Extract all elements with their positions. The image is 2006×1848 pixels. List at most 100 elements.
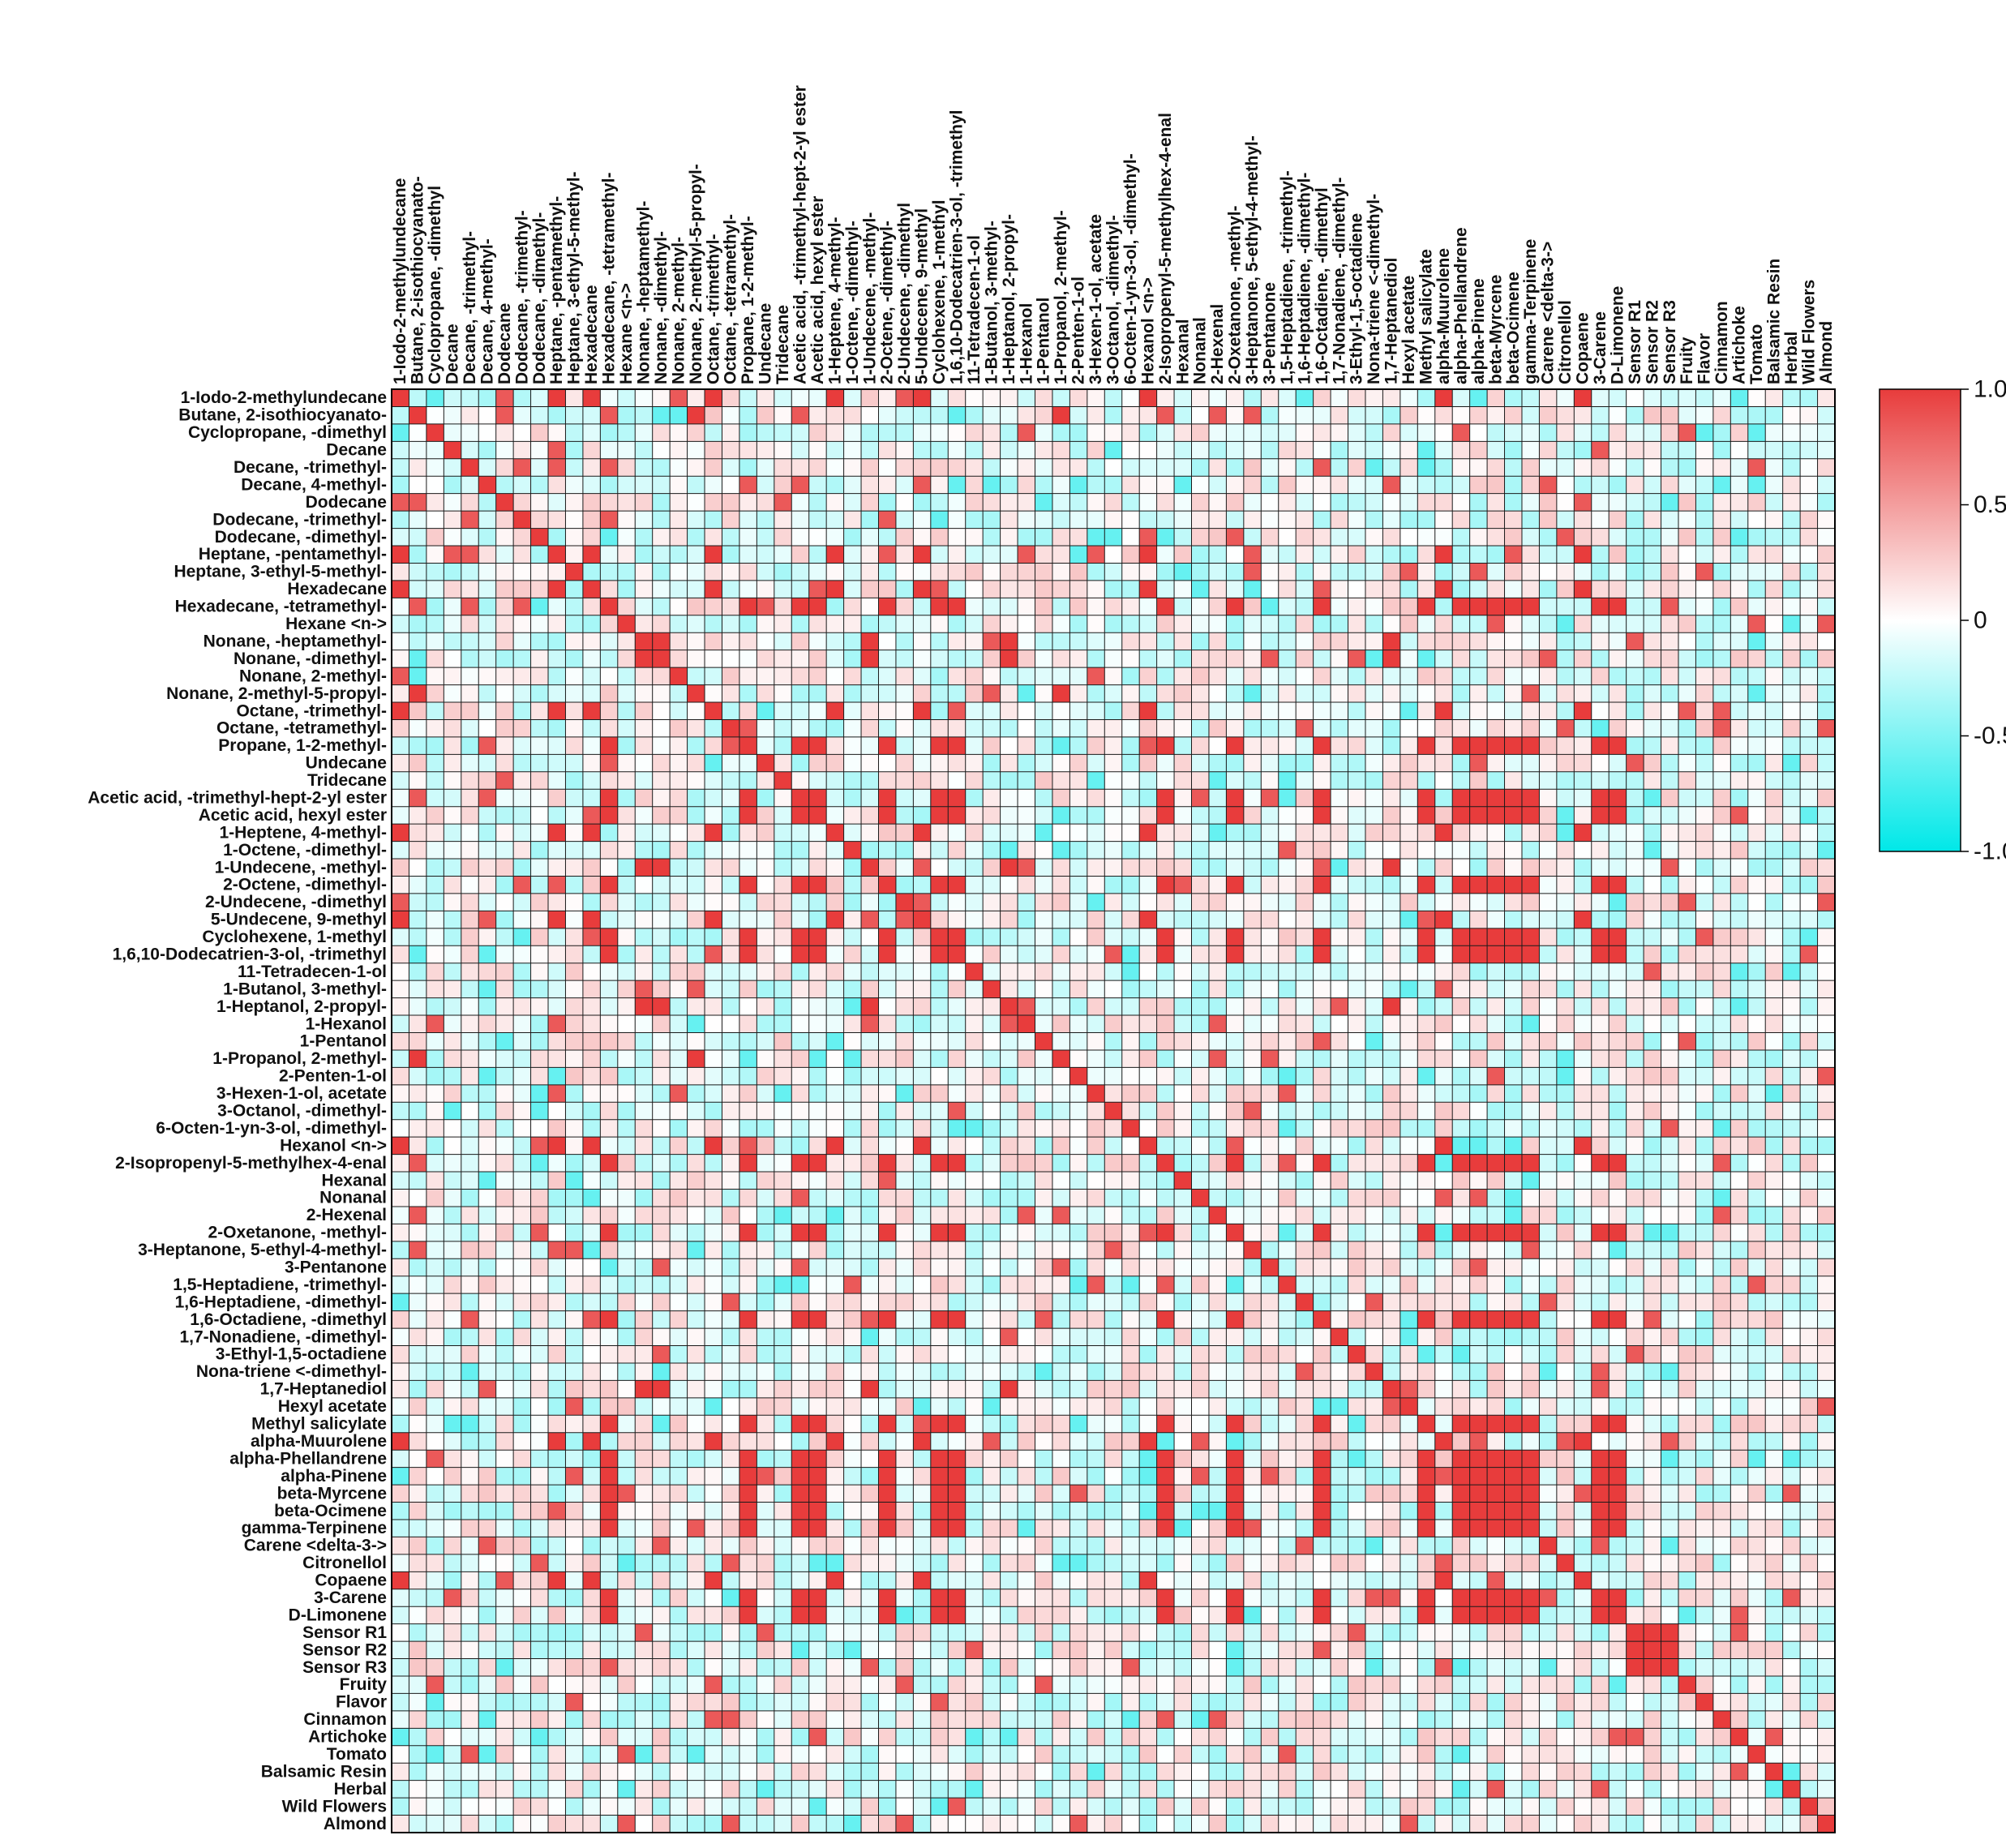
heatmap-cell [1487, 1015, 1505, 1033]
heatmap-cell [461, 1015, 479, 1033]
heatmap-cell [1487, 1119, 1505, 1138]
heatmap-cell [1817, 911, 1836, 929]
heatmap-cell [722, 1032, 740, 1051]
heatmap-cell [722, 493, 740, 512]
heatmap-cell [1574, 1189, 1592, 1207]
heatmap-cell [565, 719, 584, 738]
heatmap-cell [965, 789, 984, 807]
heatmap-cell [392, 806, 409, 825]
heatmap-cell [739, 684, 757, 703]
heatmap-cell [1087, 980, 1105, 998]
heatmap-cell [861, 1276, 879, 1294]
heatmap-cell [600, 1362, 619, 1381]
heatmap-cell [739, 632, 757, 650]
heatmap-cell [1765, 1015, 1783, 1033]
heatmap-cell [565, 632, 584, 650]
heatmap-cell [1191, 1154, 1210, 1173]
heatmap-cell [1765, 806, 1783, 825]
heatmap-cell [530, 1415, 549, 1434]
heatmap-cell [1591, 1293, 1610, 1311]
heatmap-cell [635, 615, 653, 633]
heatmap-cell [1104, 1258, 1123, 1277]
heatmap-cell [1313, 1154, 1331, 1173]
heatmap-cell [513, 1276, 531, 1294]
heatmap-cell [1504, 963, 1523, 981]
heatmap-cell [843, 789, 862, 807]
heatmap-cell [617, 511, 636, 529]
heatmap-cell [1747, 1328, 1766, 1346]
heatmap-cell [1591, 1067, 1610, 1086]
heatmap-cell [1644, 528, 1661, 547]
heatmap-cell [1521, 1397, 1540, 1416]
heatmap-cell [1800, 754, 1818, 773]
heatmap-cell [948, 406, 967, 425]
heatmap-cell [478, 876, 496, 894]
heatmap-cell [1678, 1032, 1696, 1051]
heatmap-cell [1000, 841, 1018, 860]
heatmap-cell [635, 580, 653, 598]
heatmap-cell [1539, 1102, 1558, 1121]
heatmap-cell [565, 458, 584, 477]
heatmap-cell [1417, 806, 1436, 825]
heatmap-cell [1348, 754, 1366, 773]
heatmap-cell [1139, 1067, 1157, 1086]
heatmap-cell [1348, 1189, 1366, 1207]
heatmap-cell [705, 563, 722, 581]
heatmap-cell [878, 893, 897, 911]
heatmap-cell [1087, 476, 1105, 494]
heatmap-cell [843, 911, 862, 929]
heatmap-cell [1678, 650, 1696, 668]
heatmap-cell [1087, 493, 1105, 512]
heatmap-cell [791, 1397, 809, 1416]
heatmap-cell [565, 493, 584, 512]
heatmap-cell [548, 997, 566, 1016]
heatmap-cell [1348, 806, 1366, 825]
heatmap-cell [495, 1310, 514, 1329]
heatmap-cell [687, 1172, 705, 1190]
heatmap-cell [635, 1119, 653, 1138]
heatmap-cell [1191, 684, 1210, 703]
heatmap-cell [600, 632, 619, 650]
heatmap-cell [1174, 528, 1192, 547]
heatmap-cell [478, 389, 496, 407]
heatmap-cell [1052, 476, 1070, 494]
heatmap-cell [1261, 1415, 1279, 1434]
heatmap-cell [1296, 1241, 1314, 1259]
heatmap-cell [895, 476, 914, 494]
heatmap-cell [600, 1084, 619, 1103]
heatmap-cell [530, 1258, 549, 1277]
heatmap-cell [635, 1172, 653, 1190]
heatmap-cell [652, 859, 671, 877]
heatmap-cell [1800, 911, 1818, 929]
heatmap-cell [1278, 1154, 1297, 1173]
heatmap-cell [1556, 893, 1575, 911]
heatmap-cell [1278, 771, 1297, 790]
heatmap-cell [1399, 563, 1418, 581]
heatmap-cell [1174, 1154, 1192, 1173]
heatmap-cell [1521, 563, 1540, 581]
heatmap-cell [1782, 684, 1801, 703]
heatmap-cell [392, 667, 409, 685]
heatmap-cell [1504, 1310, 1523, 1329]
heatmap-cell [548, 1415, 566, 1434]
heatmap-cell [1712, 476, 1731, 494]
heatmap-cell [1539, 841, 1558, 860]
heatmap-cell [1539, 771, 1558, 790]
heatmap-cell [1278, 667, 1297, 685]
heatmap-cell [1765, 1276, 1783, 1294]
heatmap-cell [1747, 546, 1766, 564]
heatmap-cell [983, 1276, 1001, 1294]
heatmap-cell [565, 963, 584, 981]
heatmap-cell [461, 841, 479, 860]
heatmap-cell [1504, 980, 1523, 998]
heatmap-cell [757, 667, 775, 685]
heatmap-cell [930, 997, 949, 1016]
heatmap-cell [1226, 1397, 1245, 1416]
heatmap-cell [757, 1328, 775, 1346]
heatmap-cell [582, 1015, 601, 1033]
heatmap-cell [913, 928, 932, 946]
heatmap-cell [1331, 1310, 1348, 1329]
heatmap-cell [1208, 1415, 1227, 1434]
heatmap-cell [1747, 632, 1766, 650]
heatmap-cell [652, 650, 671, 668]
